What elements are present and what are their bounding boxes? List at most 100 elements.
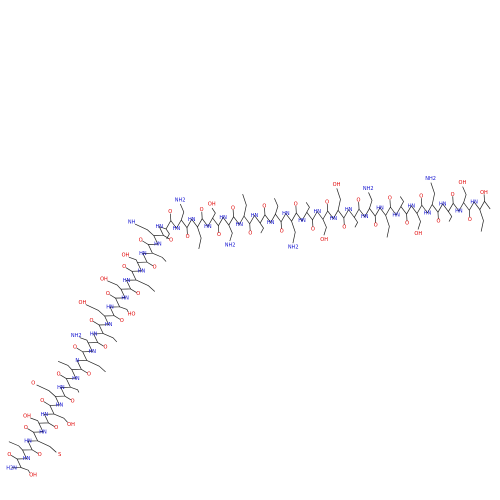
side-chain — [107, 280, 122, 290]
amide-label: HN — [313, 209, 321, 215]
side-chain — [21, 467, 30, 473]
carbonyl-label: O — [122, 264, 126, 270]
side-chain — [322, 219, 327, 236]
amide-label: HN — [282, 211, 290, 217]
amide-label: H2N — [6, 465, 17, 471]
amide-label: HN — [56, 403, 64, 409]
amide-label: HN — [57, 385, 65, 391]
carbonyl-bond — [130, 288, 137, 293]
side-chain-label: OH — [320, 237, 328, 243]
side-chain — [85, 304, 105, 317]
amide-label: HN — [219, 215, 227, 221]
side-chain — [479, 209, 484, 232]
amide-label: HN — [251, 213, 259, 219]
side-chain — [354, 217, 359, 228]
carbonyl-label: O — [357, 198, 361, 204]
side-chain — [462, 186, 467, 203]
carbonyl-bond — [31, 449, 39, 454]
carbonyl-label: O — [87, 372, 91, 378]
side-chain-label: NH2 — [288, 245, 299, 251]
carbonyl-bond — [142, 240, 149, 245]
side-chain — [79, 337, 89, 343]
carbonyl-label: O — [311, 226, 315, 232]
carbonyl-label: O — [419, 194, 423, 200]
carbonyl-bond — [97, 342, 104, 347]
side-chain-label: NH2 — [175, 198, 186, 204]
amide-label: HN — [72, 376, 80, 382]
side-chain-label: NH2 — [425, 176, 436, 182]
amide-label: HN — [105, 322, 113, 328]
carbonyl-bond — [109, 294, 116, 299]
side-chain-label: HO — [128, 312, 136, 318]
side-chain-label: S — [58, 452, 61, 458]
carbonyl-bond — [64, 395, 72, 401]
side-chain-label: OH — [79, 300, 87, 306]
carbonyl-label: O — [120, 318, 124, 324]
carbonyl-label: O — [136, 291, 140, 297]
side-chain — [274, 198, 279, 215]
carbonyl-bond — [113, 315, 121, 320]
amide-label: HN — [121, 295, 129, 301]
amide-label: HN — [106, 305, 114, 311]
side-chain-label: OH — [29, 472, 37, 478]
amide-label: HN — [330, 216, 338, 222]
amide-label: HN — [392, 212, 400, 218]
carbonyl-label: O — [89, 318, 93, 324]
carbonyl-bond — [76, 347, 83, 353]
amide-label: HN — [298, 218, 306, 224]
carbonyl-label: O — [468, 217, 472, 223]
amide-label: HN — [376, 205, 384, 211]
side-chain-label: OH — [67, 422, 75, 428]
amide-label: HN — [90, 331, 98, 337]
carbonyl-label: O — [405, 221, 409, 227]
amide-label: HN — [173, 226, 181, 232]
carbonyl-bond — [27, 428, 34, 433]
side-chain-label: NH2 — [225, 243, 236, 249]
carbonyl-bond — [60, 374, 67, 379]
carbonyl-label: O — [103, 345, 107, 351]
carbonyl-label: O — [280, 228, 284, 234]
side-chain-label: O — [31, 380, 35, 386]
side-chain — [57, 360, 73, 370]
carbonyl-bond — [10, 455, 18, 460]
side-chain — [430, 182, 435, 205]
side-chain — [228, 224, 233, 242]
carbonyl-label: O — [248, 230, 252, 236]
side-chain-label: OH — [333, 182, 341, 188]
carbonyl-label: OH — [480, 190, 488, 196]
carbonyl-label: O — [342, 224, 346, 230]
carbonyl-label: O — [186, 234, 190, 240]
amide-label: HN — [123, 278, 131, 284]
carbonyl-label: O — [57, 371, 61, 377]
carbonyl-label: O — [106, 291, 110, 297]
amide-label: HN — [39, 429, 47, 435]
amide-label: HN — [89, 349, 97, 355]
carbonyl-label: O — [54, 425, 58, 431]
carbonyl-bond — [81, 369, 88, 374]
carbonyl-label: O — [262, 203, 266, 209]
carbonyl-label: O — [325, 199, 329, 205]
amide-label: HN — [470, 199, 478, 205]
amide-label: HN — [408, 203, 416, 209]
amide-label: HN — [361, 214, 369, 220]
side-chain — [242, 194, 247, 217]
side-chain — [385, 215, 390, 238]
carbonyl-label: O — [200, 207, 204, 213]
side-chain — [259, 222, 264, 234]
side-chain — [134, 223, 155, 236]
side-chain — [135, 279, 156, 292]
amide-label: HN — [156, 224, 164, 230]
side-chain — [30, 417, 40, 424]
carbonyl-label: O — [40, 398, 44, 404]
amide-label: HN — [236, 222, 244, 228]
amide-label: HN — [23, 456, 31, 462]
side-chain — [368, 192, 373, 209]
carbonyl-label: O — [374, 223, 378, 229]
carbonyl-label: O — [139, 237, 143, 243]
side-chain-label: NH2 — [71, 333, 82, 339]
carbonyl-label: O — [388, 196, 392, 202]
side-chain — [291, 221, 296, 244]
amide-label: HN — [455, 208, 463, 214]
carbonyl-bond — [146, 261, 154, 267]
